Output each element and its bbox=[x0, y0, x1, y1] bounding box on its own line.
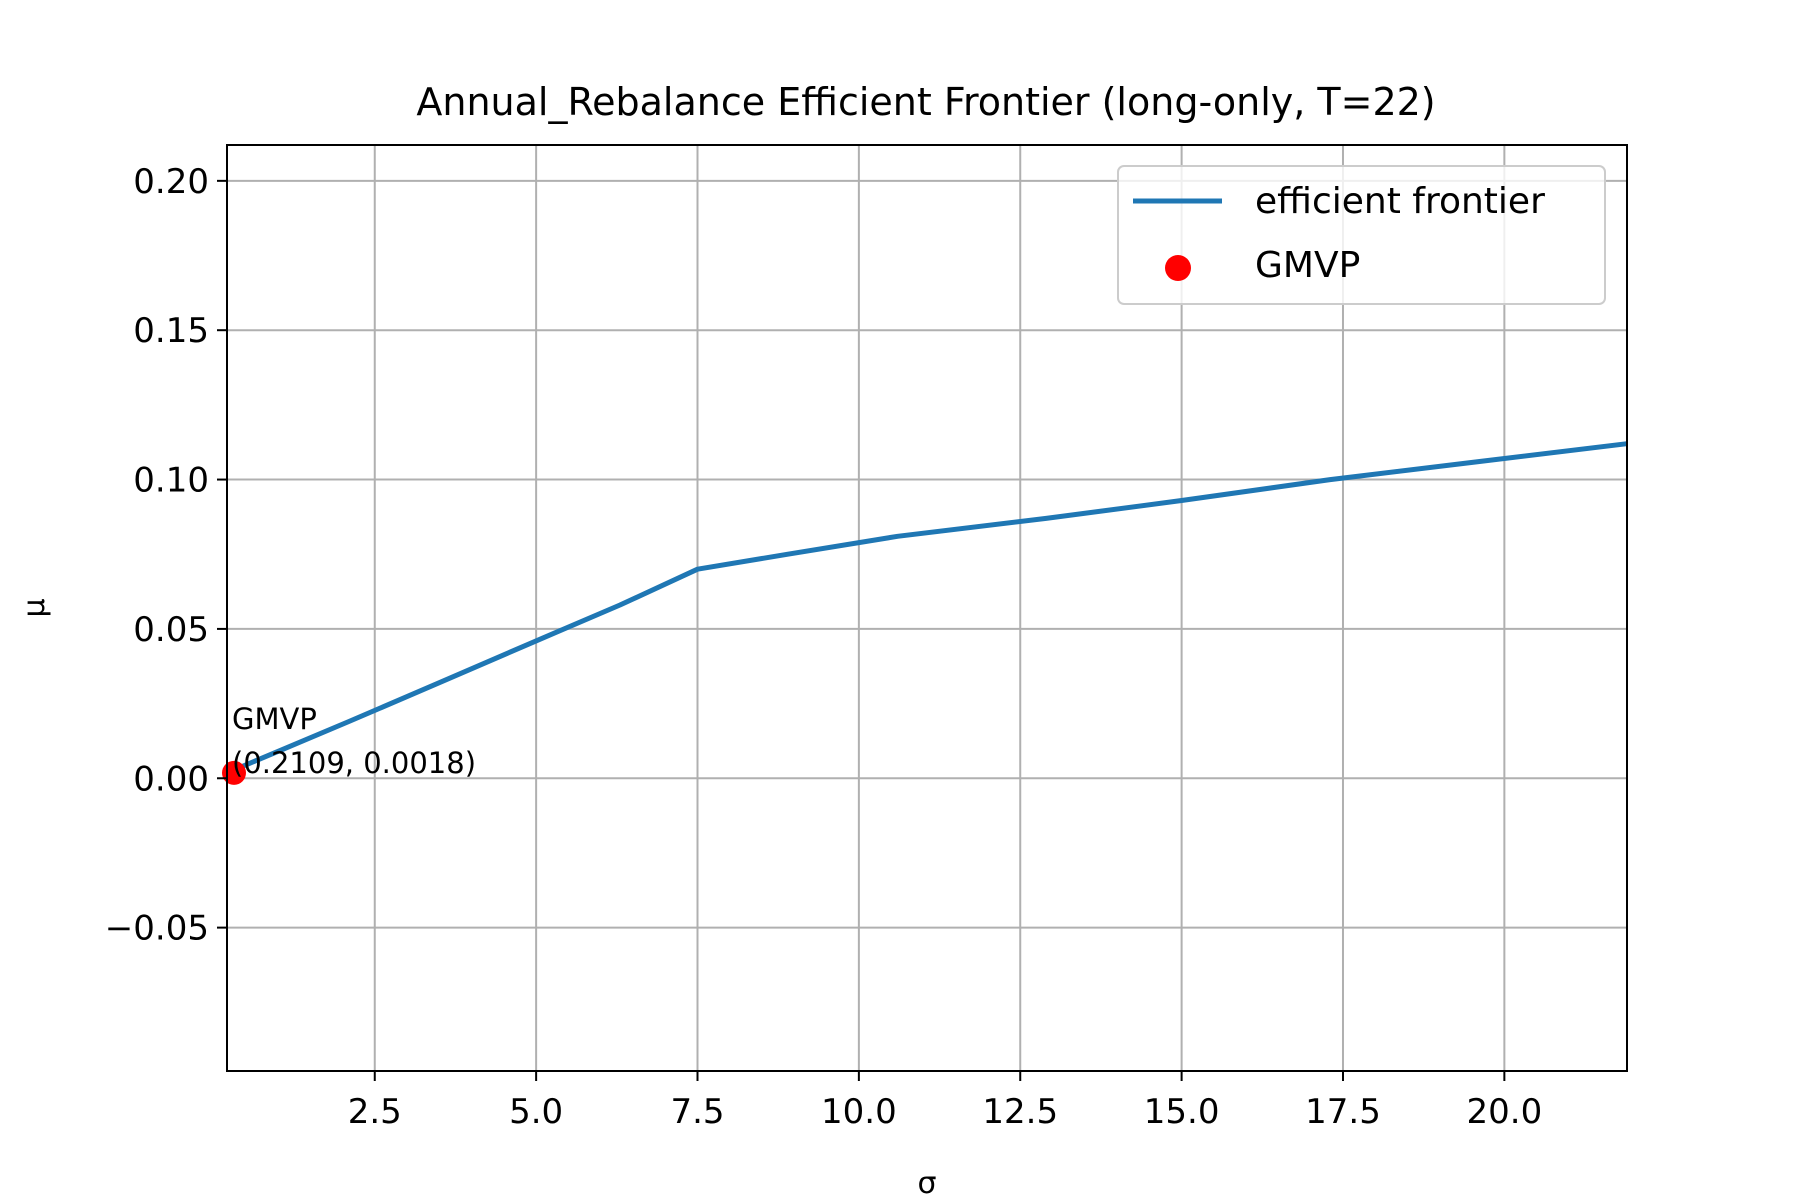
y-tick-label: 0.05 bbox=[133, 610, 209, 650]
y-tick-label: 0.10 bbox=[133, 461, 209, 501]
x-tick-label: 15.0 bbox=[1144, 1092, 1220, 1132]
efficient-frontier-line bbox=[226, 441, 1628, 776]
x-tick-label: 10.0 bbox=[821, 1092, 897, 1132]
y-tick-label: 0.00 bbox=[133, 759, 209, 799]
legend-label-frontier: efficient frontier bbox=[1255, 181, 1545, 222]
x-tick-label: 20.0 bbox=[1467, 1092, 1543, 1132]
x-tick-label: 7.5 bbox=[670, 1092, 724, 1132]
y-tick-label: 0.15 bbox=[133, 311, 209, 351]
x-tick-label: 12.5 bbox=[982, 1092, 1058, 1132]
x-tick-label: 2.5 bbox=[348, 1092, 402, 1132]
y-axis: −0.05 0.00 0.05 0.10 0.15 0.20 bbox=[105, 162, 227, 949]
legend-label-gmvp: GMVP bbox=[1255, 245, 1360, 286]
x-tick-label: 5.0 bbox=[509, 1092, 563, 1132]
y-tick-label: −0.05 bbox=[105, 909, 209, 949]
chart-title: Annual_Rebalance Efficient Frontier (lon… bbox=[416, 80, 1435, 124]
gmvp-annotation: GMVP (0.2109, 0.0018) bbox=[232, 702, 476, 780]
legend: efficient frontier GMVP bbox=[1117, 165, 1606, 305]
gmvp-annotation-line2: (0.2109, 0.0018) bbox=[232, 746, 476, 780]
plot-frame bbox=[226, 144, 1628, 1072]
legend-box bbox=[1117, 165, 1606, 305]
x-axis-label: σ bbox=[917, 1166, 936, 1200]
y-tick-label: 0.20 bbox=[133, 162, 209, 202]
x-tick-label: 17.5 bbox=[1305, 1092, 1381, 1132]
gmvp-annotation-line1: GMVP bbox=[232, 702, 317, 736]
legend-dot-marker bbox=[1165, 255, 1191, 281]
x-axis: 2.5 5.0 7.5 10.0 12.5 15.0 17.5 20.0 bbox=[348, 1071, 1542, 1132]
y-axis-label: μ bbox=[17, 598, 52, 617]
